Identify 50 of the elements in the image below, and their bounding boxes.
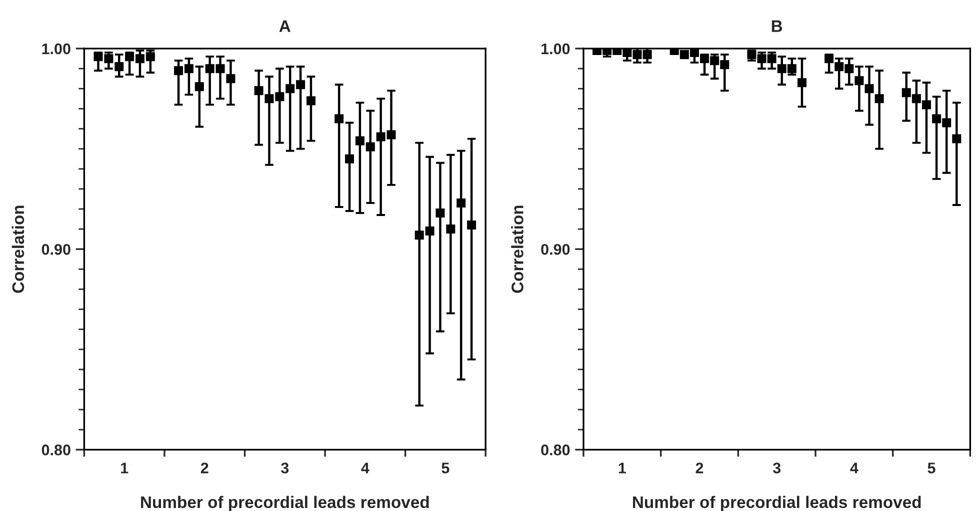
x-tick-label: 3 <box>772 462 781 474</box>
point <box>446 224 456 234</box>
y-tick-label: 0.80 <box>42 444 70 456</box>
x-axis-title: Number of precordial leads removed <box>633 496 921 511</box>
y-tick-label: 1.00 <box>42 43 70 54</box>
chart-title: A <box>279 20 290 32</box>
point <box>264 94 274 104</box>
x-tick-label: 5 <box>928 462 936 474</box>
x-tick-label: 1 <box>618 462 626 474</box>
point <box>184 64 194 74</box>
point <box>114 62 124 72</box>
point <box>456 198 466 208</box>
point <box>146 52 155 62</box>
point <box>414 230 424 240</box>
point <box>376 132 386 142</box>
chart-title: B <box>772 20 782 32</box>
point <box>366 142 375 152</box>
point <box>194 82 204 92</box>
point <box>425 226 434 236</box>
y-axis-title: Correlation <box>12 206 24 293</box>
point <box>306 96 316 106</box>
point <box>296 80 306 90</box>
point <box>436 208 445 218</box>
point <box>275 92 284 102</box>
point <box>467 220 476 230</box>
x-tick-label: 4 <box>850 462 858 474</box>
point <box>205 64 214 74</box>
y-tick-label: 0.90 <box>541 244 570 255</box>
y-tick-label: 1.00 <box>542 43 570 54</box>
point <box>254 86 264 96</box>
x-tick-label: 2 <box>696 462 704 474</box>
point <box>355 136 364 146</box>
x-axis-title: Number of precordial leads removed <box>141 496 429 511</box>
y-tick-label: 0.80 <box>541 444 570 456</box>
x-tick-label: 1 <box>121 462 128 474</box>
point <box>226 74 236 84</box>
point <box>174 66 184 76</box>
x-tick-label: 4 <box>361 462 370 474</box>
point <box>104 54 114 64</box>
point <box>216 64 225 74</box>
point <box>386 130 396 140</box>
x-tick-label: 3 <box>280 462 289 474</box>
y-tick-label: 0.90 <box>42 244 70 255</box>
y-axis-title: Correlation <box>511 206 524 293</box>
x-tick-label: 2 <box>200 462 208 474</box>
point <box>334 114 344 124</box>
point <box>135 54 144 64</box>
point <box>286 84 295 94</box>
point <box>345 154 354 164</box>
x-tick-label: 5 <box>442 462 450 474</box>
